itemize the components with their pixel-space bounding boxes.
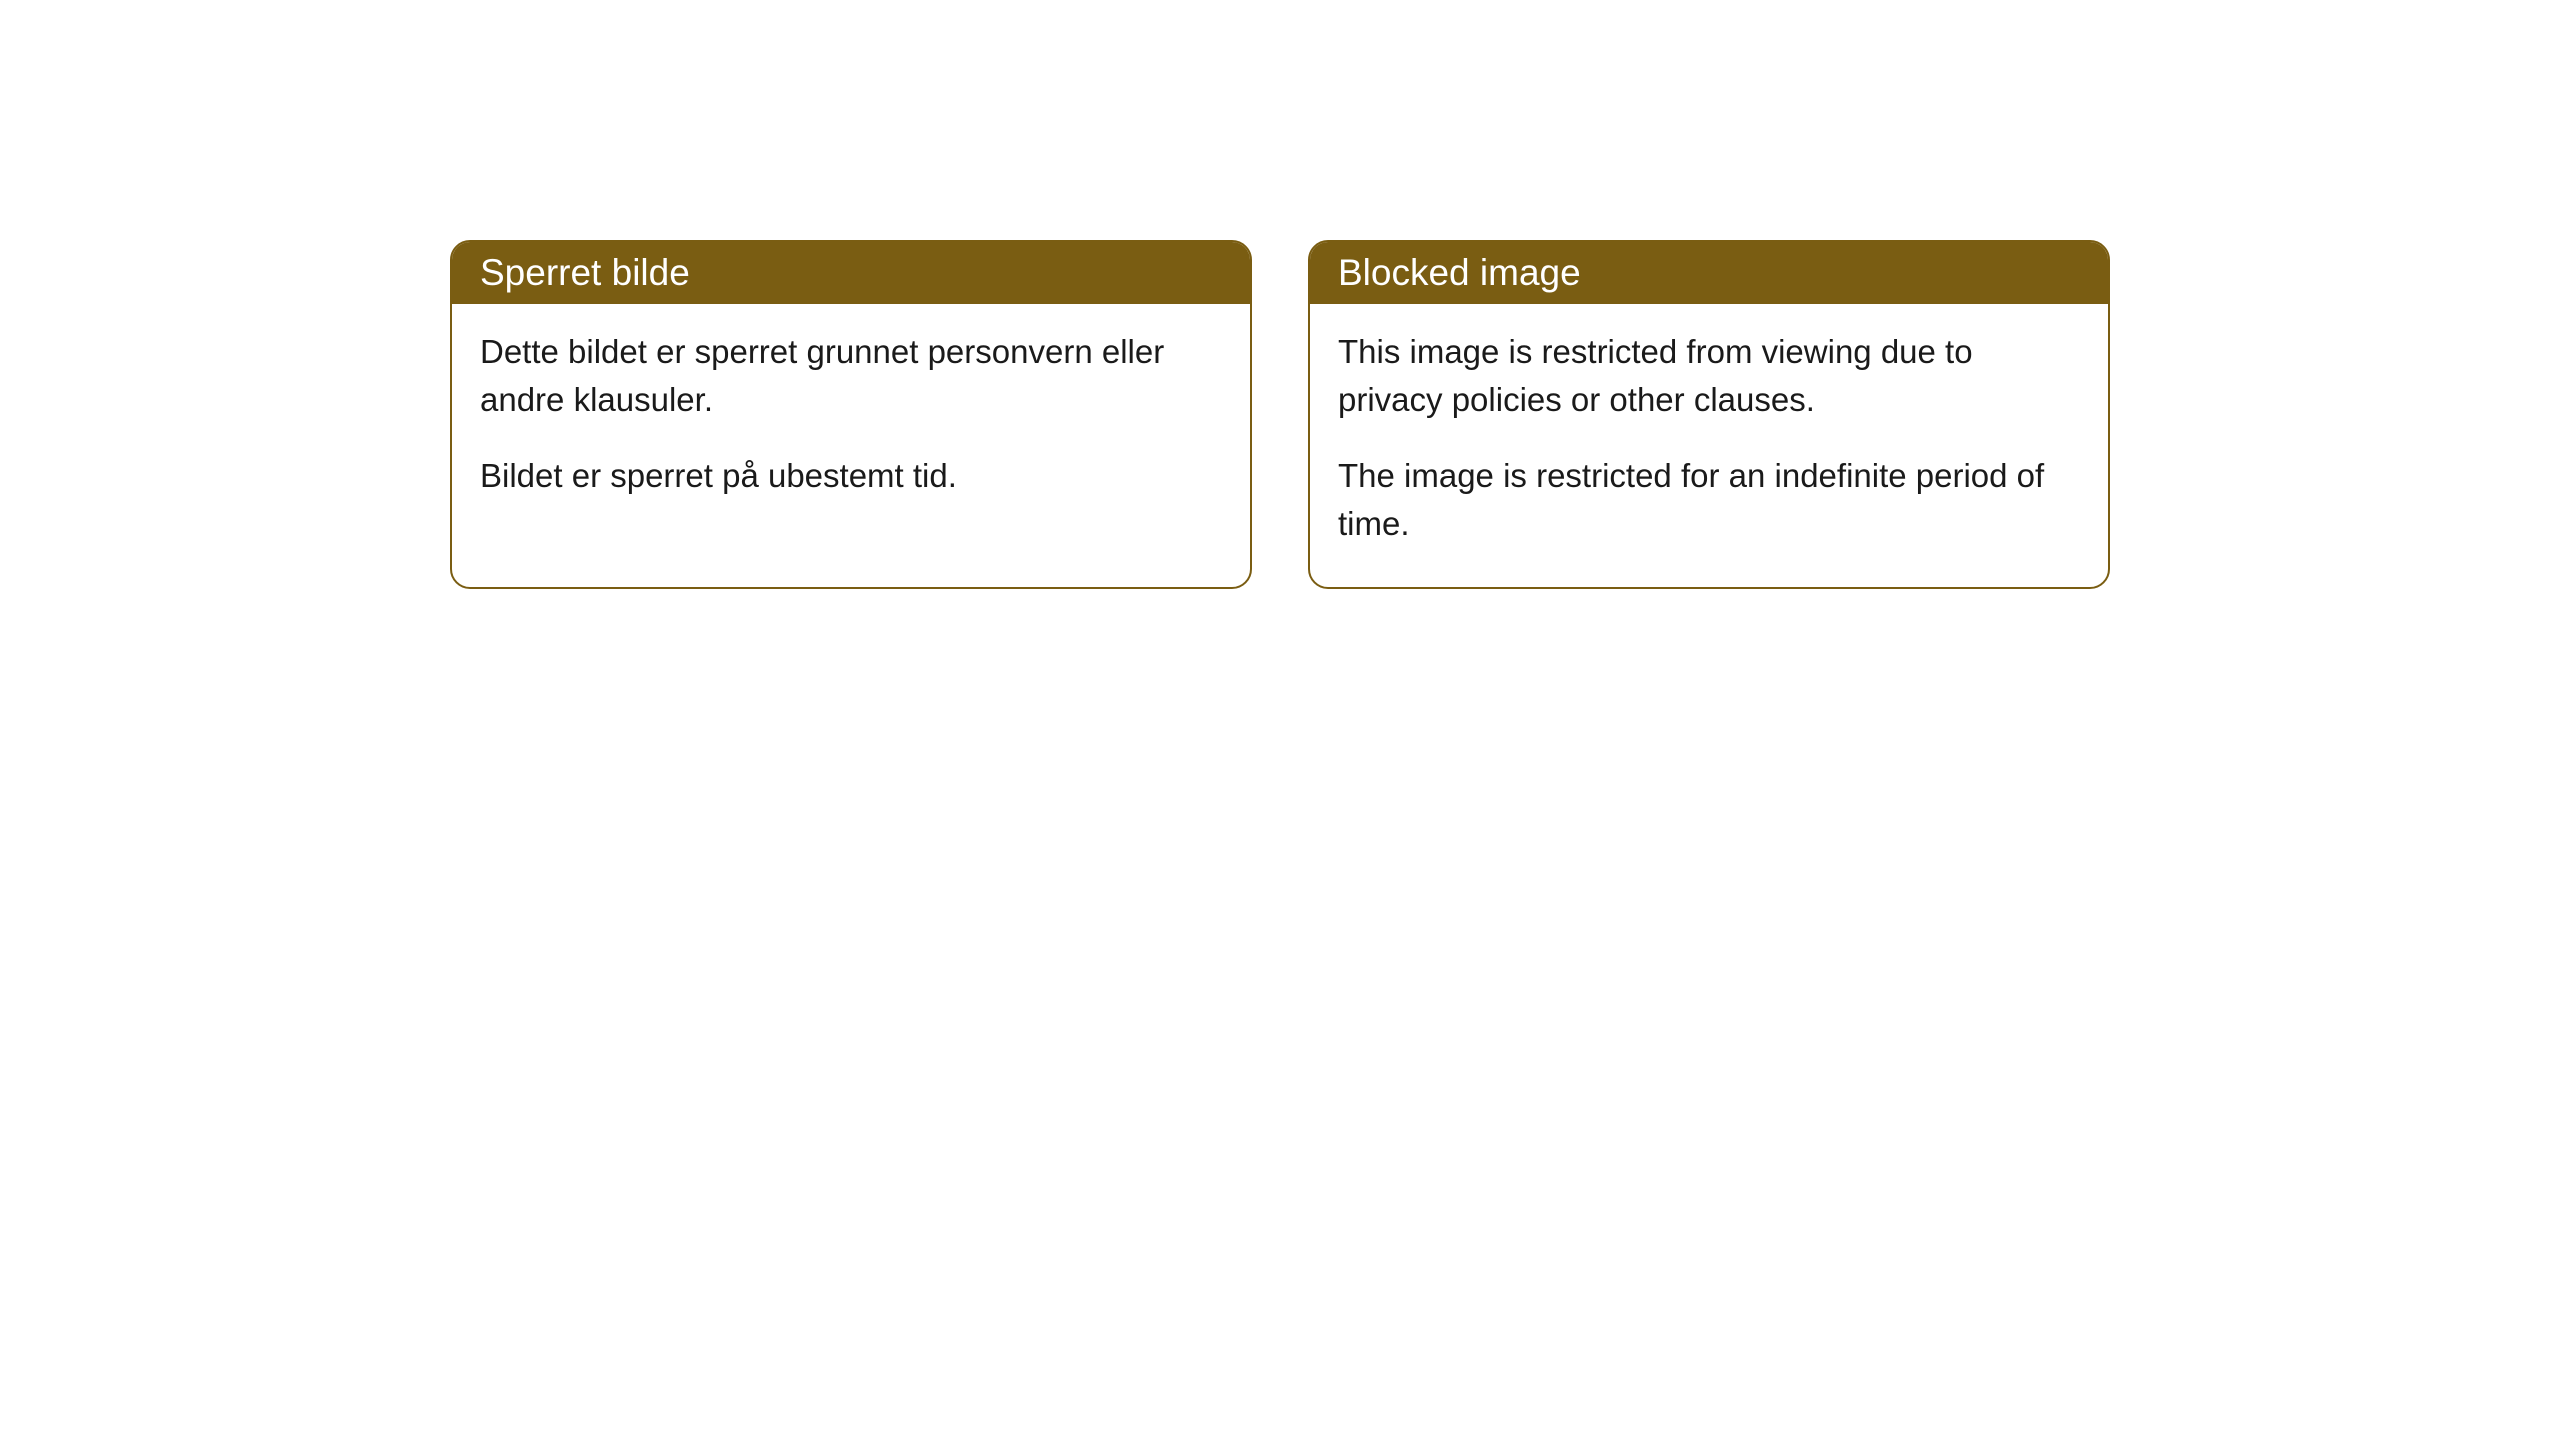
card-title: Sperret bilde [480, 252, 690, 293]
card-body-norwegian: Dette bildet er sperret grunnet personve… [452, 304, 1250, 540]
card-header-norwegian: Sperret bilde [452, 242, 1250, 304]
notice-card-english: Blocked image This image is restricted f… [1308, 240, 2110, 589]
card-paragraph: Dette bildet er sperret grunnet personve… [480, 328, 1222, 424]
notice-card-norwegian: Sperret bilde Dette bildet er sperret gr… [450, 240, 1252, 589]
card-header-english: Blocked image [1310, 242, 2108, 304]
notice-cards-container: Sperret bilde Dette bildet er sperret gr… [450, 240, 2110, 589]
card-title: Blocked image [1338, 252, 1581, 293]
card-body-english: This image is restricted from viewing du… [1310, 304, 2108, 587]
card-paragraph: This image is restricted from viewing du… [1338, 328, 2080, 424]
card-paragraph: The image is restricted for an indefinit… [1338, 452, 2080, 548]
card-paragraph: Bildet er sperret på ubestemt tid. [480, 452, 1222, 500]
